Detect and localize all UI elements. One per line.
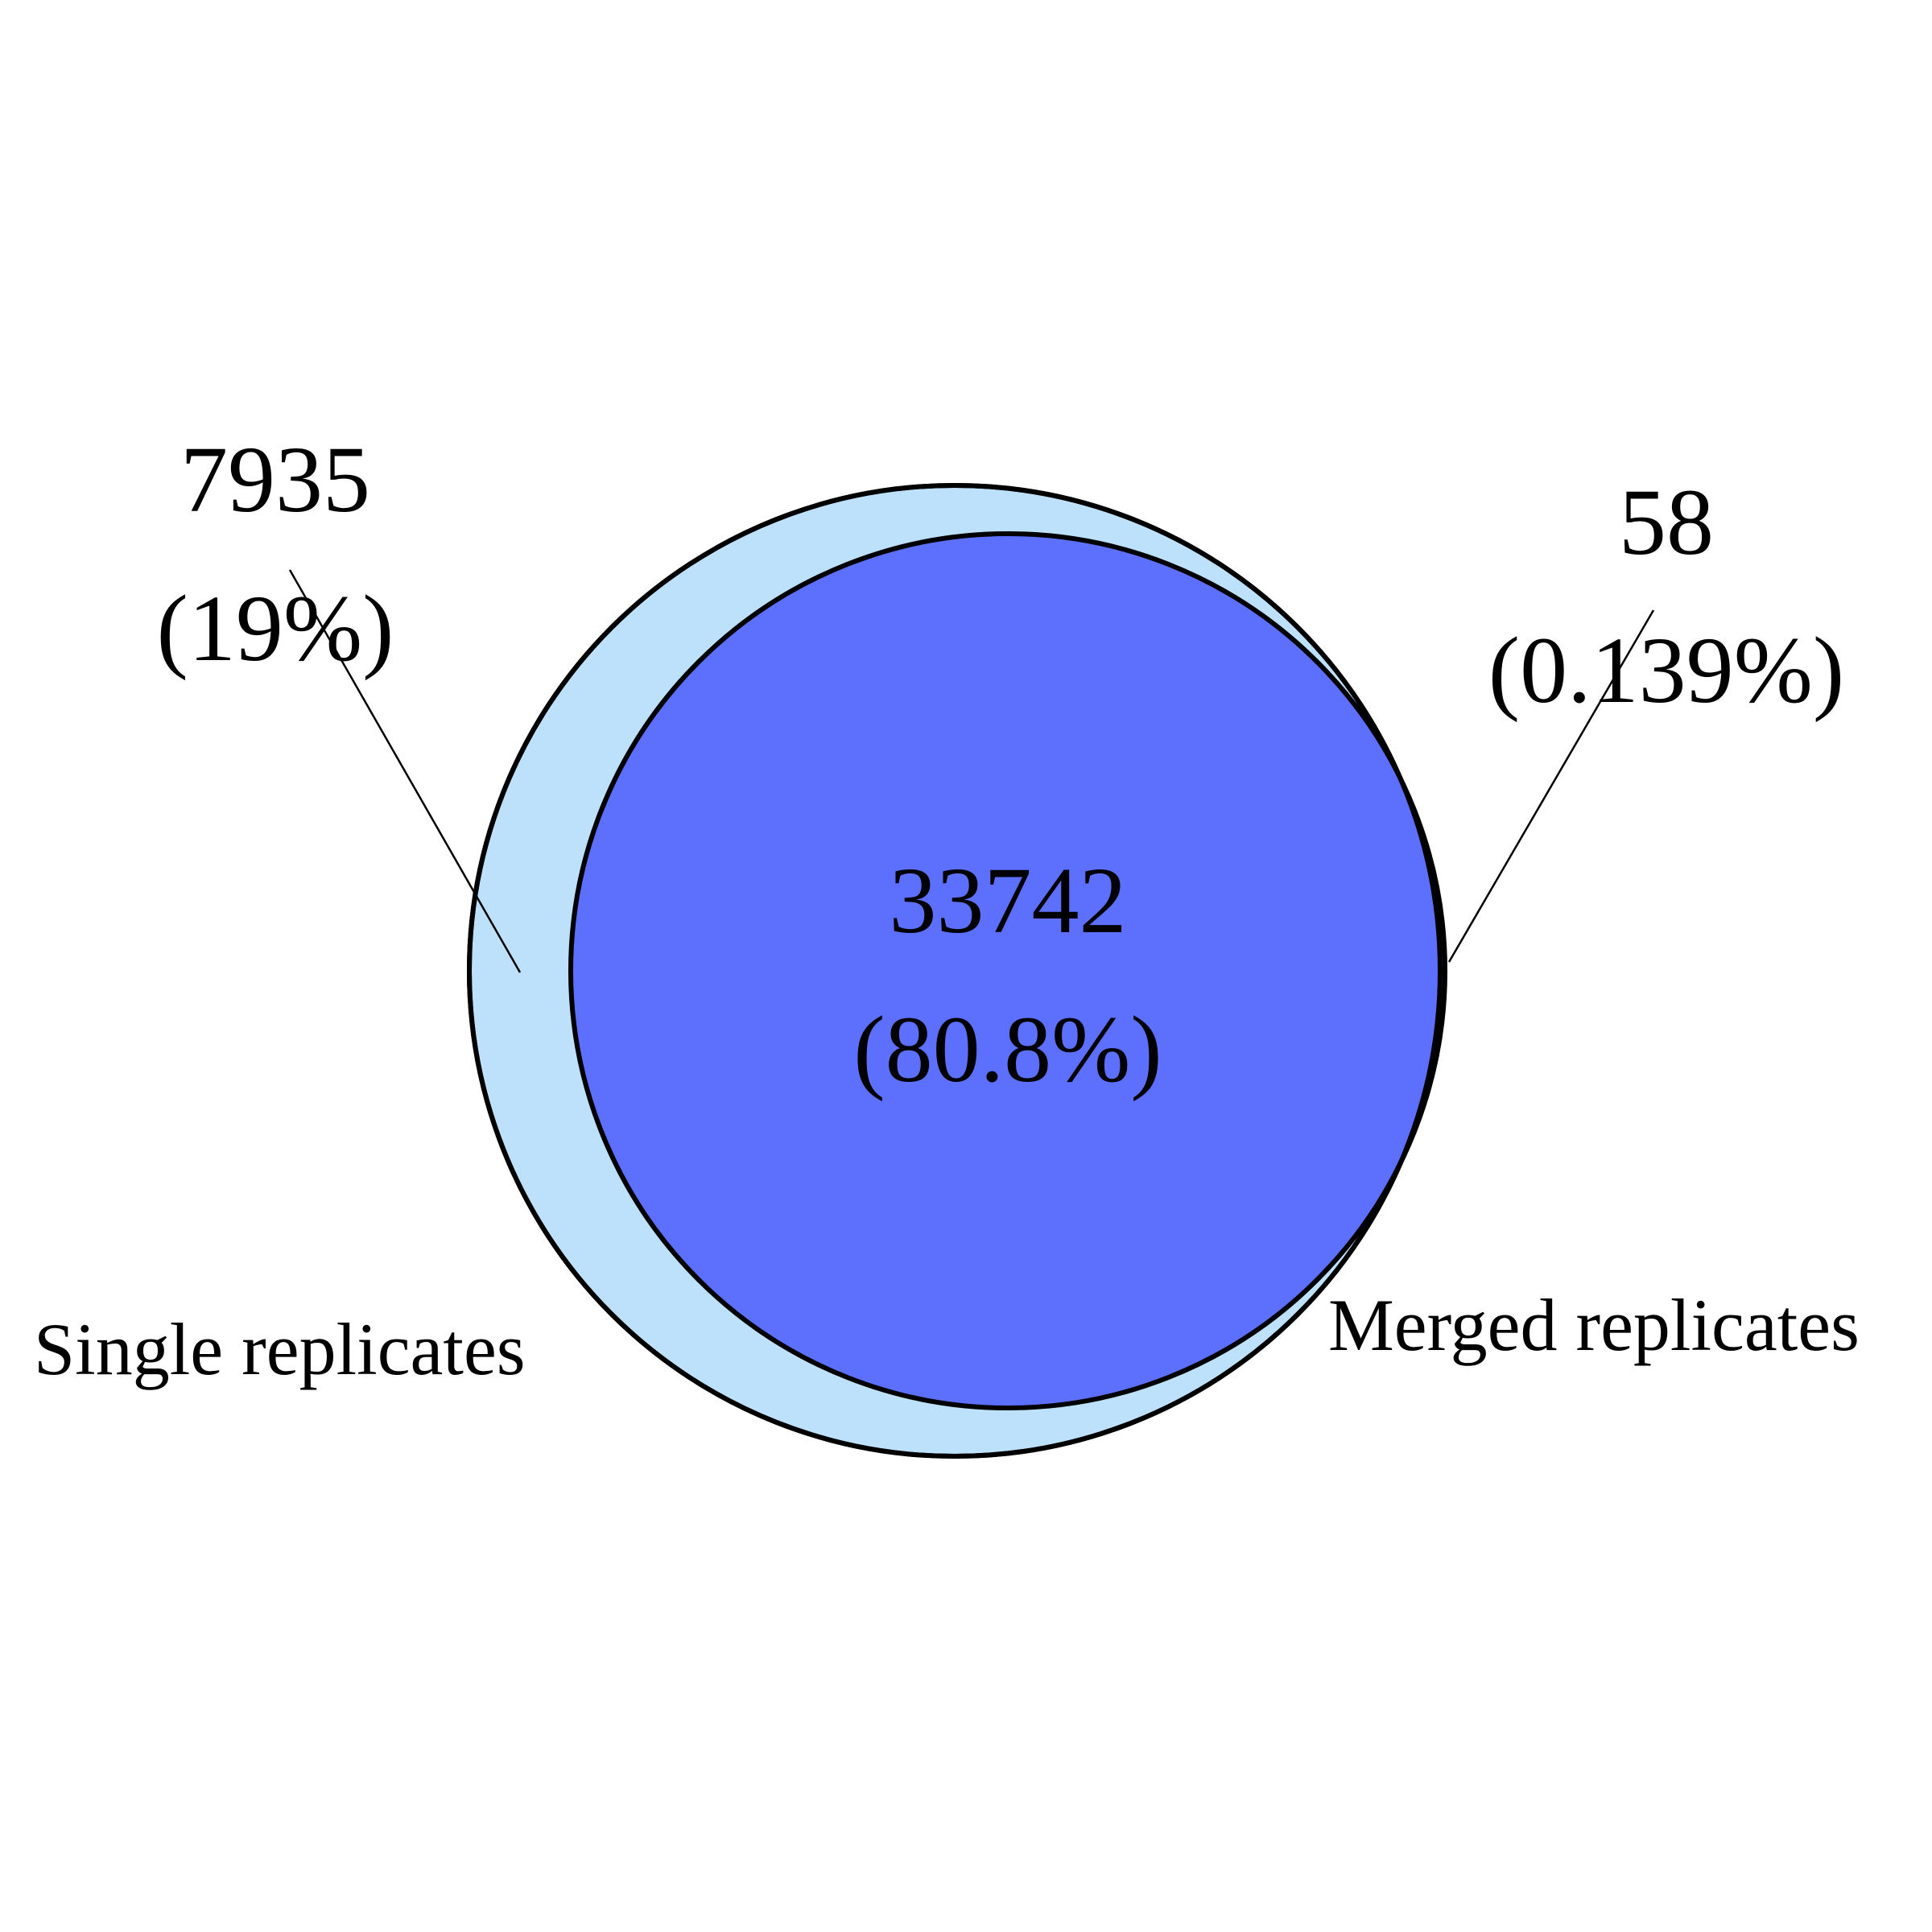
merged-replicates-label: Merged replicates <box>1328 1284 1860 1366</box>
right-only-percent: (0.139%) <box>1488 617 1844 723</box>
right-only-count: 58 <box>1619 469 1714 575</box>
merged-replicates-circle <box>571 534 1445 1408</box>
intersection-percent: (80.8%) <box>853 997 1162 1102</box>
left-only-count: 7935 <box>180 427 370 532</box>
single-replicates-label: Single replicates <box>34 1308 526 1390</box>
intersection-count: 33742 <box>890 848 1127 953</box>
left-only-percent: (19%) <box>157 576 394 681</box>
